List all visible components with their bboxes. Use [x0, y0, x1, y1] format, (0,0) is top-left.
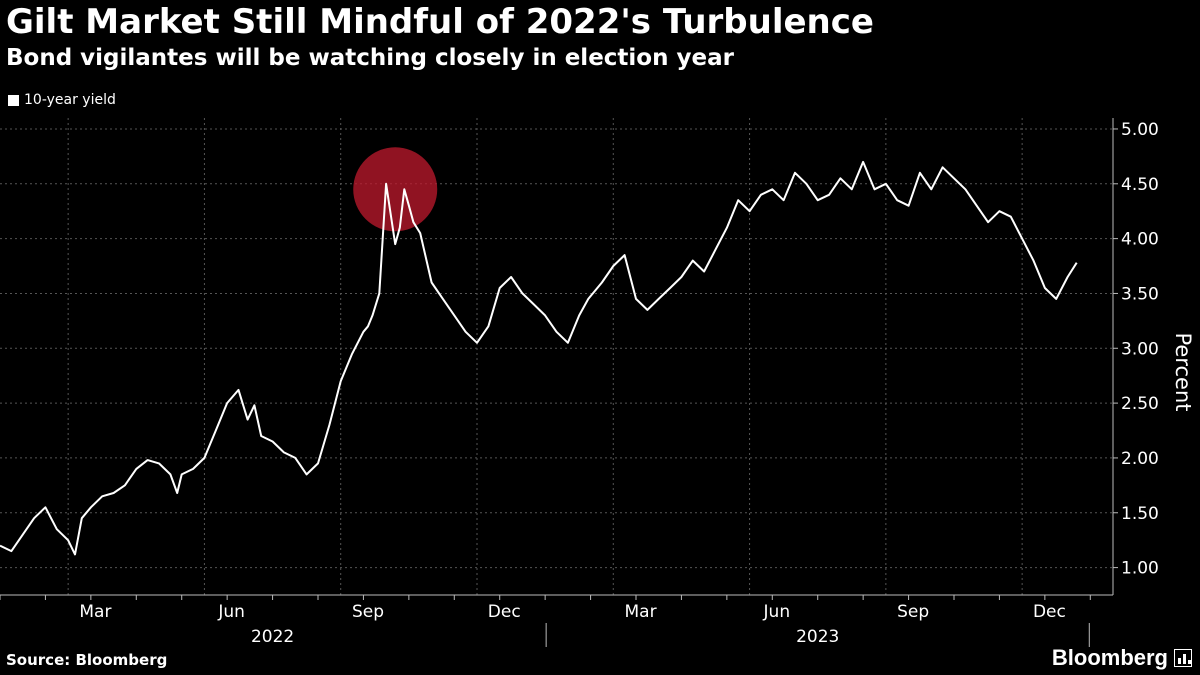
chart-subtitle: Bond vigilantes will be watching closely… [6, 45, 734, 71]
y-tick-label: 4.00 [1121, 230, 1159, 250]
chart-title: Gilt Market Still Mindful of 2022's Turb… [6, 2, 874, 42]
x-tick-label: Jun [217, 602, 245, 622]
y-tick-label: 1.00 [1121, 559, 1159, 579]
y-tick-label: 2.50 [1121, 394, 1159, 414]
x-tick-label: Sep [352, 602, 384, 622]
legend: 10-year yield [8, 92, 116, 108]
peak-highlight-circle [353, 147, 438, 232]
y-tick-label: 2.00 [1121, 449, 1159, 469]
y-tick-label: 3.50 [1121, 284, 1159, 304]
source-note: Source: Bloomberg [6, 651, 168, 669]
bloomberg-logo: Bloomberg [1052, 645, 1192, 671]
y-tick-label: 3.00 [1121, 339, 1159, 359]
y-axis-title: Percent [1171, 332, 1195, 411]
x-tick-label: Mar [79, 602, 111, 622]
legend-swatch [8, 94, 19, 106]
x-tick-label: Sep [897, 602, 929, 622]
x-tick-label: Dec [488, 602, 521, 622]
x-year-label: 2023 [796, 627, 839, 647]
y-tick-label: 4.50 [1121, 175, 1159, 195]
x-year-label: 2022 [251, 627, 294, 647]
x-tick-label: Jun [763, 602, 791, 622]
chart-bars-icon [1174, 649, 1192, 667]
y-tick-label: 5.00 [1121, 120, 1159, 140]
x-tick-label: Dec [1033, 602, 1066, 622]
brand-name: Bloomberg [1051, 645, 1168, 670]
x-tick-label: Mar [625, 602, 657, 622]
series-line-10-year-yield [0, 160, 1078, 556]
legend-label: 10-year yield [24, 92, 116, 108]
y-tick-label: 1.50 [1121, 504, 1159, 524]
